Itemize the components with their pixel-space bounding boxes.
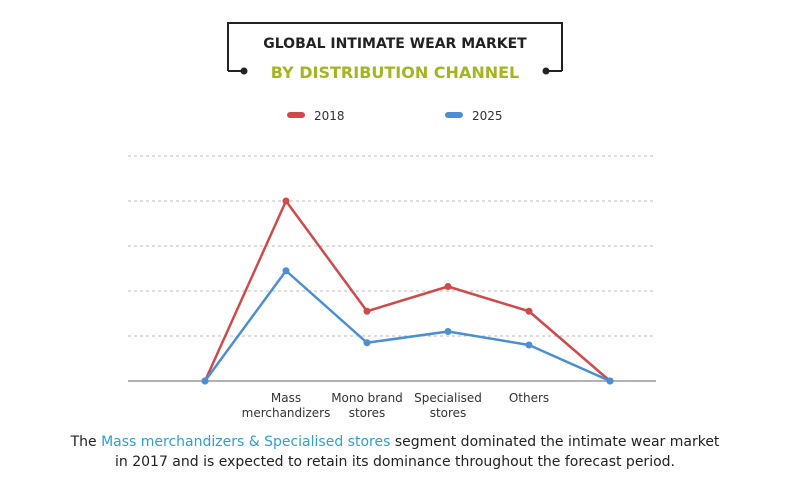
caption-suffix: segment dominated the intimate wear mark…	[390, 434, 720, 450]
x-tick-label-1: Mass merchandizers	[242, 391, 331, 420]
chart-title: GLOBAL INTIMATE WEAR MARKET	[263, 36, 527, 52]
data-point-2025-3	[363, 339, 371, 347]
data-point-2018-5	[525, 307, 533, 315]
data-point-2025-4	[444, 328, 452, 335]
series-line-2018	[203, 199, 611, 382]
title-box: GLOBAL INTIMATE WEAR MARKET BY DISTRIBUT…	[227, 22, 563, 82]
caption-prefix: The	[70, 434, 102, 450]
x-tick-label-3: Specialised stores	[414, 391, 482, 420]
caption-line-2: in 2017 and is expected to retain its do…	[115, 454, 675, 470]
x-tick-label-4: Others	[509, 391, 549, 405]
legend-label-2025: 2025	[472, 109, 503, 123]
series-layer	[201, 197, 614, 385]
data-point-2025-1	[201, 377, 209, 385]
data-point-2025-2	[282, 267, 290, 275]
data-point-2025-5	[525, 341, 533, 349]
data-point-2018-4	[444, 283, 452, 290]
chart: GLOBAL INTIMATE WEAR MARKET BY DISTRIBUT…	[128, 22, 656, 420]
gridlines	[128, 155, 656, 337]
caption: The Mass merchandizers & Specialised sto…	[0, 432, 790, 472]
x-tick-label-2: Mono brand stores	[331, 391, 403, 420]
legend-label-2018: 2018	[314, 109, 345, 123]
series-line-2025	[203, 269, 611, 383]
legend: 2018 2025	[287, 109, 503, 123]
data-point-2018-2	[282, 197, 290, 205]
caption-highlight: Mass merchandizers & Specialised stores	[101, 434, 391, 450]
data-point-2018-3	[363, 307, 371, 315]
chart-subtitle: BY DISTRIBUTION CHANNEL	[271, 63, 519, 82]
caption-line-1: The Mass merchandizers & Specialised sto…	[0, 432, 790, 452]
data-point-2025-6	[606, 377, 614, 385]
